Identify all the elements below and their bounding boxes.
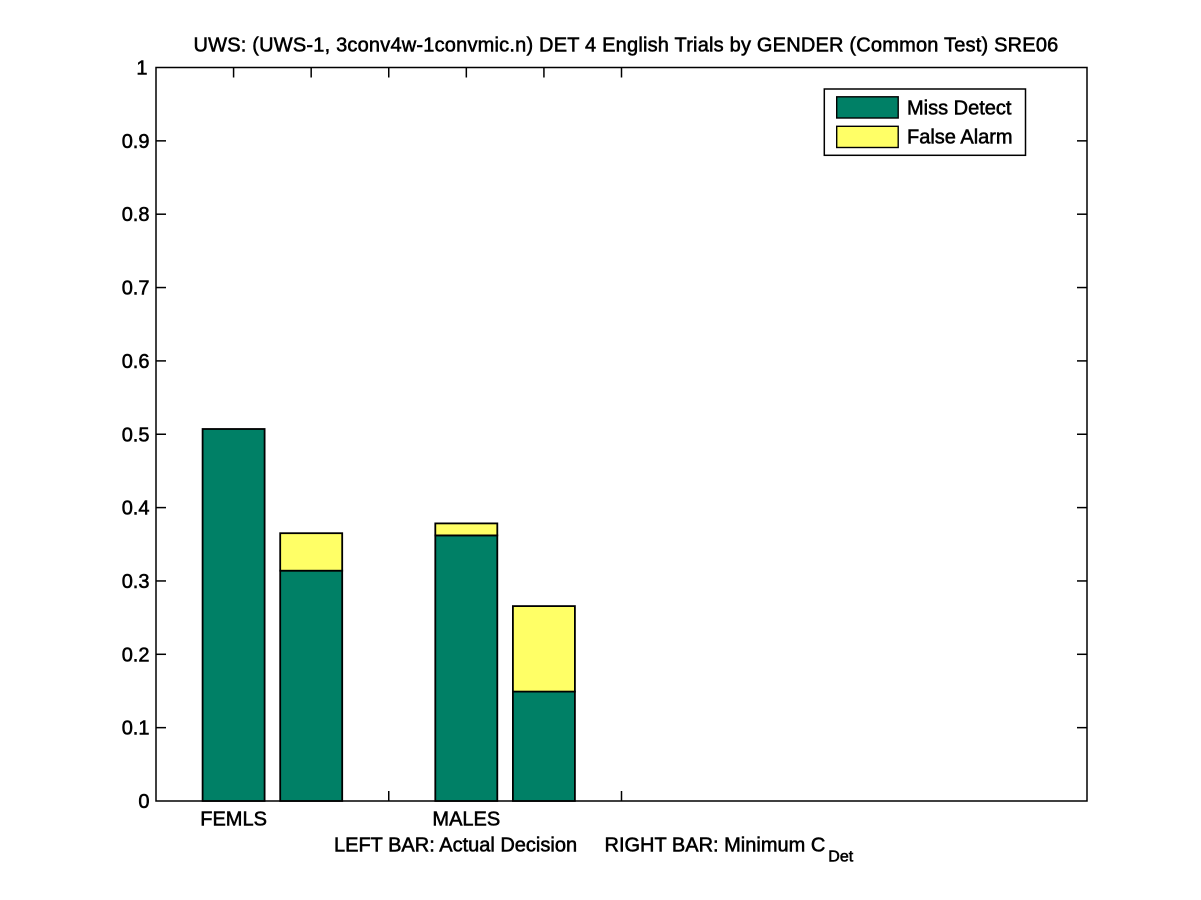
svg-text:0.9: 0.9 — [122, 131, 150, 153]
svg-text:UWS: (UWS-1, 3conv4w-1convmic.: UWS: (UWS-1, 3conv4w-1convmic.n) DET 4 E… — [194, 35, 1059, 57]
svg-text:RIGHT BAR: Minimum C: RIGHT BAR: Minimum C — [605, 835, 826, 857]
svg-text:0.3: 0.3 — [122, 571, 150, 593]
svg-text:Det: Det — [828, 849, 853, 866]
svg-text:1: 1 — [136, 58, 147, 80]
svg-text:0: 0 — [138, 791, 149, 813]
svg-text:0.4: 0.4 — [122, 498, 150, 520]
svg-text:FEMLS: FEMLS — [200, 809, 267, 831]
svg-text:Miss Detect: Miss Detect — [907, 98, 1012, 120]
svg-text:LEFT BAR: Actual Decision: LEFT BAR: Actual Decision — [334, 835, 577, 857]
svg-text:0.8: 0.8 — [122, 204, 150, 226]
svg-text:False Alarm: False Alarm — [907, 127, 1013, 149]
svg-text:0.2: 0.2 — [122, 644, 150, 666]
svg-text:MALES: MALES — [432, 809, 500, 831]
svg-text:0.1: 0.1 — [122, 718, 150, 740]
svg-text:0.7: 0.7 — [122, 278, 150, 300]
svg-text:0.6: 0.6 — [122, 351, 150, 373]
svg-text:0.5: 0.5 — [122, 424, 150, 446]
